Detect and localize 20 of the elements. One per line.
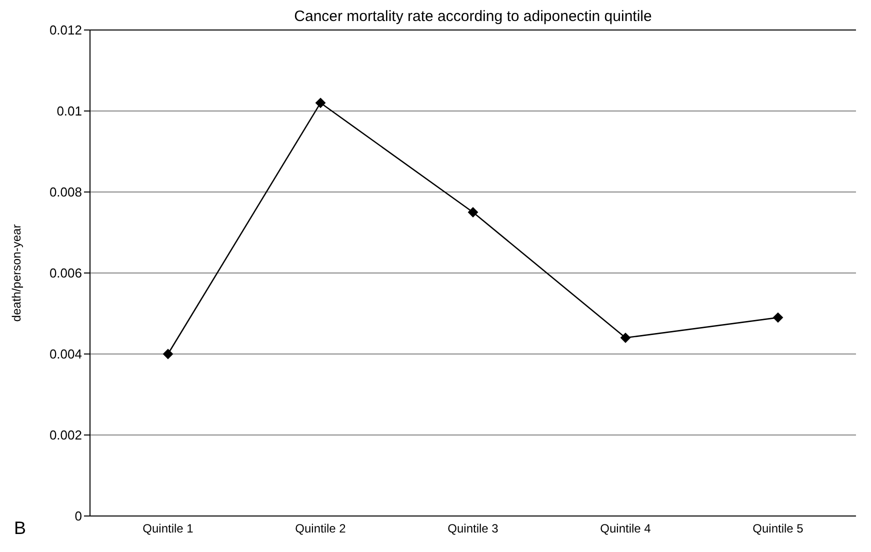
- chart-title: Cancer mortality rate according to adiponectin quintile: [294, 8, 652, 25]
- x-tick-label: Quintile 2: [295, 522, 346, 536]
- point: [773, 312, 783, 323]
- text: B: [14, 518, 26, 539]
- point: [620, 332, 630, 343]
- x-tick-label: Quintile 4: [600, 522, 652, 536]
- point: [163, 349, 173, 359]
- point: [316, 98, 326, 108]
- x-tick-label: Quintile 5: [752, 522, 804, 536]
- y-tick-label: 0.01: [56, 104, 82, 119]
- x-tick-label: Quintile 3: [448, 522, 499, 536]
- y-tick-label: 0.012: [49, 22, 82, 38]
- y-tick-label: 0.006: [49, 266, 82, 281]
- y-tick-label: 0.008: [49, 184, 82, 200]
- y-axis-title: death/person-year: [9, 224, 24, 322]
- point: [468, 207, 478, 218]
- x-tick-label: Quintile 1: [142, 522, 194, 536]
- y-tick-label: 0: [74, 508, 82, 524]
- y-tick-label: 0.002: [49, 428, 82, 443]
- y-tick-label: 0.004: [49, 346, 82, 362]
